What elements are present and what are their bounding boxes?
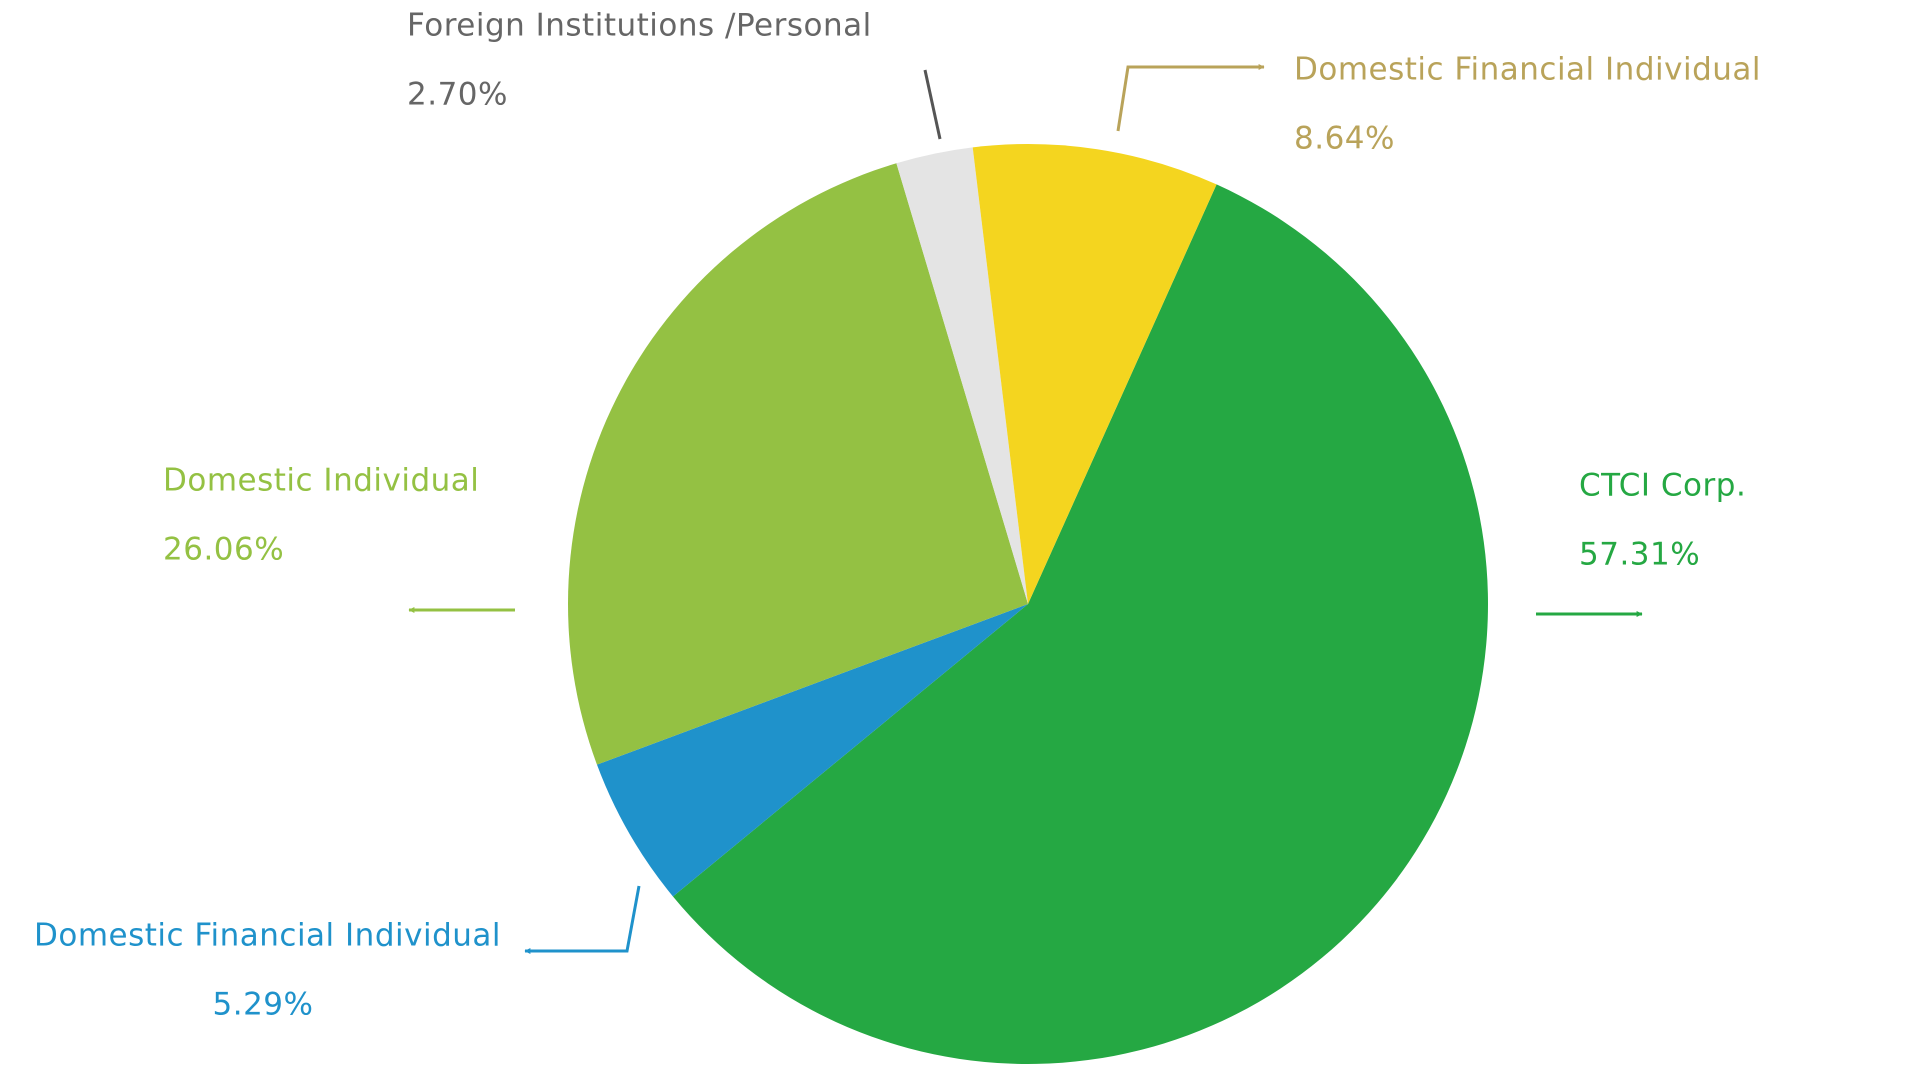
labels: CTCI Corp. 57.31% Domestic Financial Indiv… [34,8,1761,1023]
slice-label: Domestic Financial Individual [1294,52,1761,88]
value-label: 57.31% [1579,537,1700,573]
slice-label: Domestic Financial Individual [34,918,501,954]
pie-slice [972,144,1217,604]
leader-line [1116,64,1265,132]
leader-line [923,69,942,140]
pie [568,144,1488,1064]
pie-slice [568,163,1028,765]
value-label: 2.70% [407,77,508,113]
pie-slice [672,184,1488,1064]
pie-slice [596,604,1028,897]
value-label: 8.64% [1294,121,1395,157]
leader-line [524,885,641,954]
slice-label: Foreign Institutions /Personal [407,8,872,44]
slice-label: Domestic Individual [163,463,479,499]
pie-slice [896,147,1028,604]
value-label: 26.06% [163,532,284,568]
slice-label: CTCI Corp. [1579,468,1746,504]
value-label: 5.29% [213,987,314,1023]
